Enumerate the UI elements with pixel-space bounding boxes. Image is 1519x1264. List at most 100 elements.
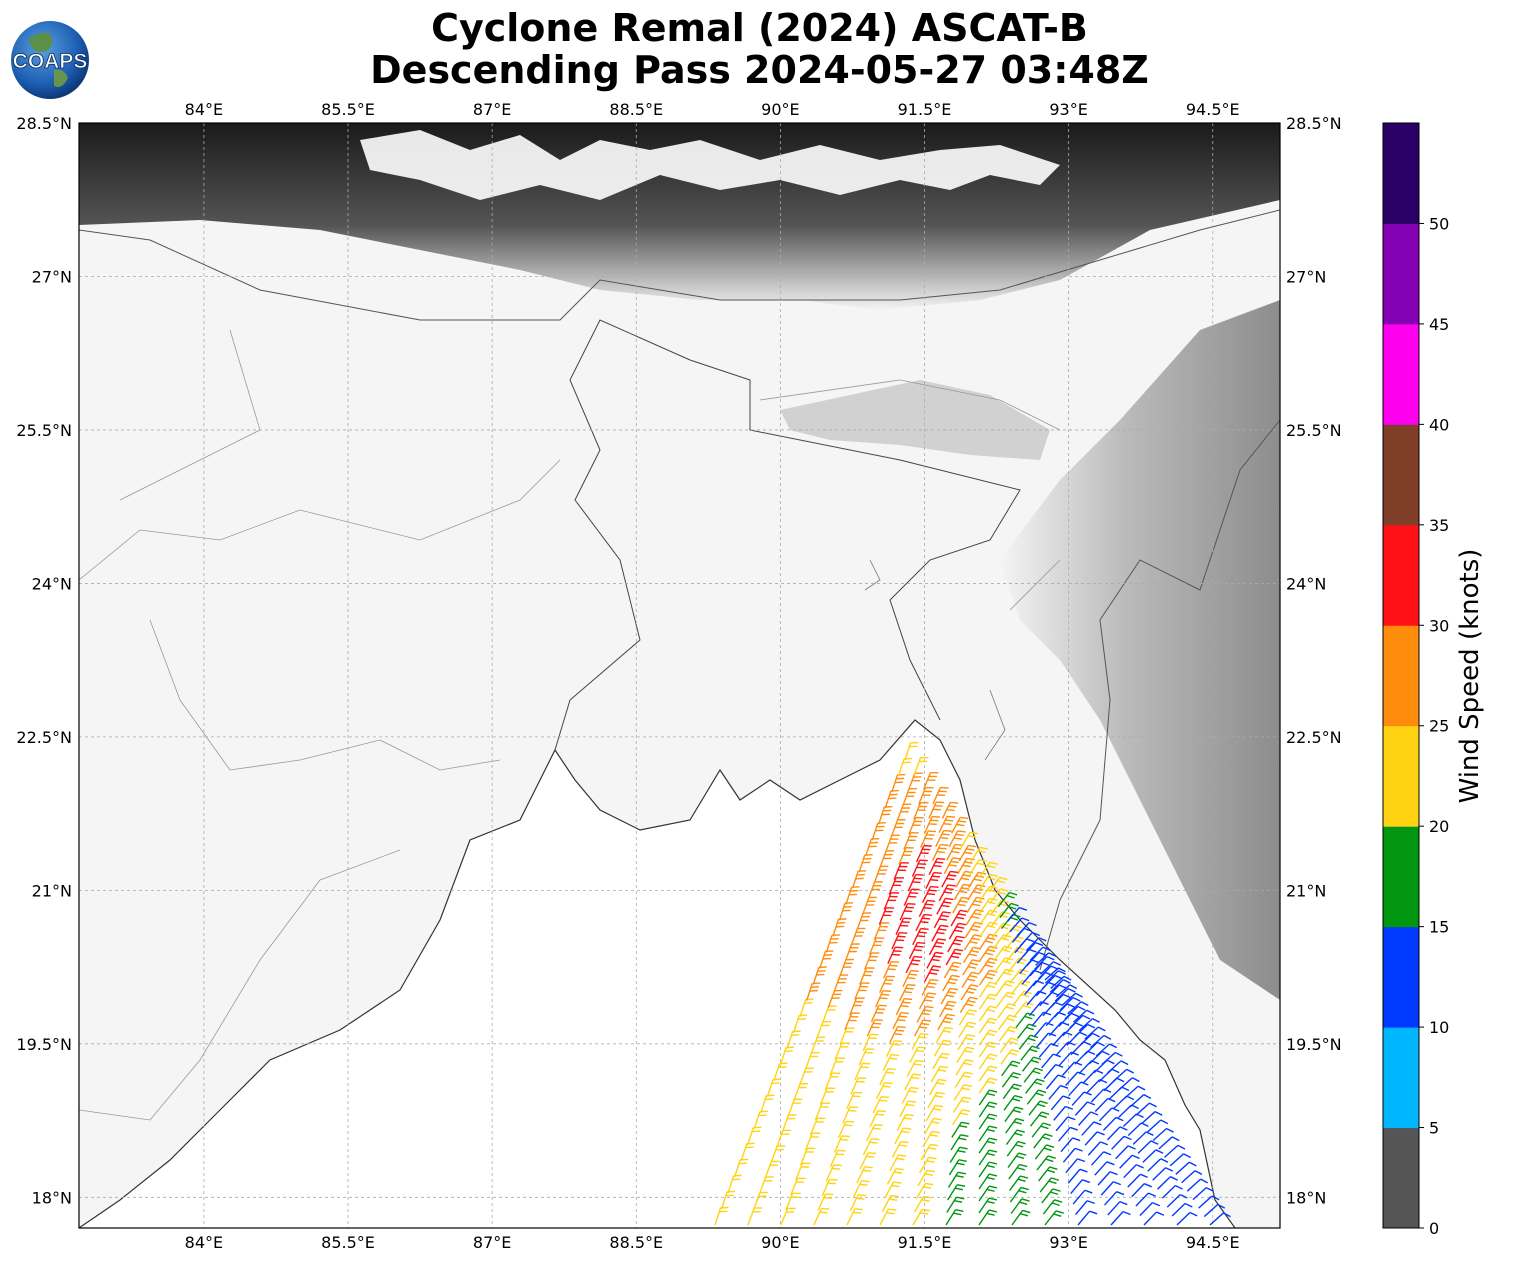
wind-barb [923, 1117, 942, 1135]
wind-barb [1012, 990, 1032, 1006]
wind-barb [829, 1057, 845, 1076]
wind-barb [978, 933, 998, 950]
wind-barb [999, 1037, 1019, 1054]
wind-barb [1071, 1091, 1092, 1106]
wind-barb [1060, 1137, 1081, 1153]
wind-barb [978, 1113, 998, 1130]
snow-caps [360, 130, 1060, 200]
wind-barb [1111, 1135, 1132, 1150]
wind-barb [978, 1137, 998, 1154]
wind-barb [819, 1087, 836, 1106]
wind-barb [979, 885, 998, 902]
wind-barb [1171, 1202, 1193, 1217]
wind-barb [817, 1193, 834, 1211]
wind-barb [1038, 1043, 1059, 1058]
wind-barb [1035, 952, 1057, 966]
wind-barb [923, 771, 939, 790]
wind-barb [978, 1161, 998, 1178]
wind-barb [879, 1068, 896, 1086]
wind-barb [899, 902, 916, 921]
wind-barb [1075, 1200, 1095, 1215]
wind-barb [907, 873, 924, 892]
wind-barb [997, 1003, 1017, 1019]
wind-barb [933, 911, 951, 929]
wind-barb [1106, 1126, 1128, 1141]
wind-barb [873, 922, 890, 940]
lon-tick-label: 84°E [185, 100, 223, 119]
wind-barb [810, 1036, 826, 1055]
wind-barb [978, 1029, 998, 1046]
wind-barb [873, 865, 889, 884]
wind-barb [1021, 1056, 1042, 1072]
wind-barb [885, 1039, 903, 1058]
map-frame [78, 122, 1281, 1229]
wind-barb [1129, 1094, 1152, 1108]
wind-barb [997, 1014, 1018, 1031]
wind-barb [1081, 1121, 1102, 1136]
wind-barb [962, 959, 981, 976]
wind-barb [978, 1125, 998, 1142]
wind-barb [1103, 1191, 1125, 1206]
wind-barb [1203, 1203, 1226, 1218]
lat-tick-label: 25.5°N [1286, 421, 1342, 440]
wind-barb [922, 1130, 940, 1148]
wind-barb [906, 1059, 924, 1077]
wind-barb [978, 1041, 998, 1058]
wind-barb [938, 815, 955, 833]
wind-barb [1009, 917, 1030, 933]
wind-barb [1016, 921, 1037, 937]
wind-barb [978, 993, 998, 1010]
wind-barb [804, 1132, 821, 1151]
wind-barb [1001, 1071, 1021, 1088]
colorbar-segment [1383, 725, 1419, 827]
wind-barb [1009, 968, 1029, 984]
wind-barb [1029, 946, 1051, 961]
lat-tick-label: 24°N [1286, 574, 1326, 593]
wind-barb [883, 961, 900, 979]
lon-ticks-bottom: 84°E 85.5°E 87°E 88.5°E 90°E 91.5°E 93°E 94.5°E [185, 1233, 1240, 1252]
wind-barb [1034, 1144, 1055, 1160]
wind-barb [917, 1169, 935, 1187]
wind-barb [1152, 1167, 1174, 1181]
wind-barb [785, 1192, 801, 1211]
wind-barb [946, 1196, 965, 1213]
wind-barb [979, 873, 998, 890]
wind-barb [1152, 1127, 1174, 1142]
wind-barb [1100, 1181, 1122, 1196]
wind-barb [988, 876, 1008, 893]
wind-barb [895, 997, 913, 1016]
meghalaya-plateau [780, 380, 1050, 460]
map-area [79, 123, 1280, 1228]
wind-barb [951, 816, 969, 834]
wind-barb [978, 1053, 998, 1070]
wind-barb [921, 885, 939, 904]
wind-barb [856, 912, 872, 931]
wind-barb [923, 965, 941, 983]
wind-barb [938, 884, 956, 902]
wind-barb [945, 948, 964, 966]
wind-barb [916, 1005, 934, 1023]
wind-barb [1147, 1158, 1169, 1172]
wind-barb [1033, 1133, 1053, 1149]
wind-barb [1181, 1170, 1203, 1184]
wind-barb [854, 1062, 871, 1081]
wind-barb [1107, 1201, 1128, 1216]
wind-barb [935, 1026, 954, 1044]
wind-barb [1131, 1183, 1152, 1198]
wind-barb [850, 1077, 867, 1095]
wind-barb [844, 1012, 860, 1030]
wind-barb [943, 857, 961, 875]
title-line-2: Descending Pass 2024-05-27 03:48Z [370, 48, 1149, 92]
wind-barb [1158, 1136, 1180, 1150]
wind-barb [925, 871, 942, 890]
wind-barb [998, 1026, 1018, 1042]
lon-tick-label: 84°E [185, 1233, 223, 1252]
wind-barb [1209, 1212, 1231, 1226]
wind-barb [833, 1135, 850, 1153]
wind-barb [1036, 1032, 1057, 1048]
lon-tick-label: 91.5°E [898, 1233, 952, 1252]
wind-barb [912, 1208, 931, 1226]
wind-barb [978, 1089, 998, 1106]
wind-barb [868, 937, 885, 955]
wind-barb [1040, 961, 1062, 975]
